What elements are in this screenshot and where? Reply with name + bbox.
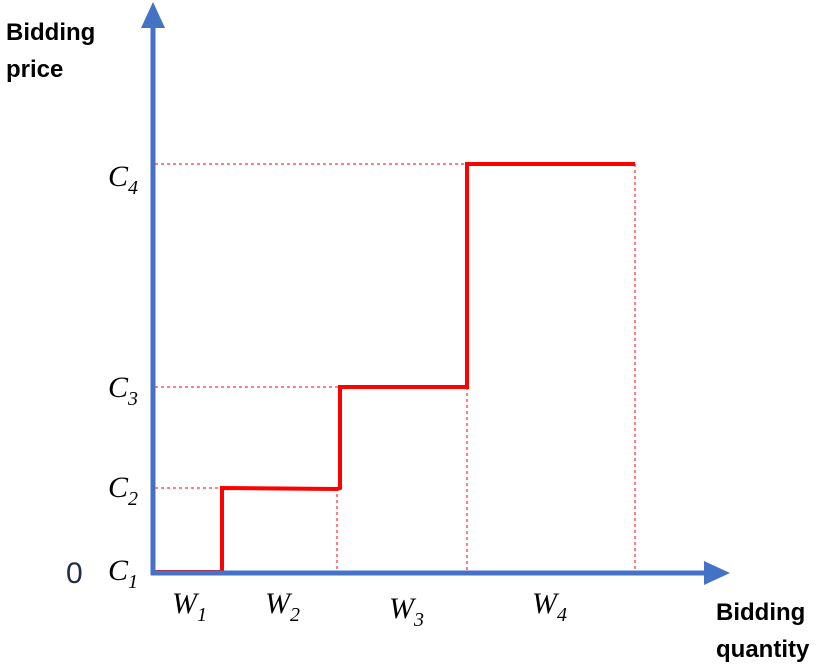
price-label-c1-sub: 1: [128, 571, 138, 593]
origin-label: 0: [66, 557, 83, 590]
quantity-label-w2-sub: 2: [290, 604, 300, 626]
price-label-c4: C4: [108, 160, 138, 199]
price-label-c2-sub: 2: [128, 488, 138, 510]
y-axis-arrowhead: [141, 2, 165, 28]
quantity-label-w1-base: W: [172, 587, 200, 620]
quantity-label-w2-base: W: [265, 587, 293, 620]
x-axis-title-line1: Bidding: [716, 599, 805, 626]
price-label-c1: C1: [108, 554, 138, 593]
y-axis-title-line2: price: [6, 56, 63, 83]
quantity-label-w4-sub: 4: [557, 604, 567, 626]
quantity-label-w3-sub: 3: [413, 609, 424, 631]
bid-step-curve: [155, 162, 635, 574]
quantity-label-w4: W4: [532, 587, 567, 626]
price-label-c4-sub: 4: [128, 177, 138, 199]
quantity-label-w1: W1: [172, 587, 207, 626]
quantity-label-w1-sub: 1: [197, 604, 207, 626]
quantity-label-w3-base: W: [389, 592, 417, 625]
quantity-label-w3: W3: [389, 592, 424, 631]
price-label-c3-base: C: [108, 371, 129, 404]
price-label-c3: C3: [108, 371, 138, 410]
price-label-c1-base: C: [108, 554, 129, 587]
price-label-c2: C2: [108, 471, 138, 510]
price-label-c2-base: C: [108, 471, 129, 504]
guide-lines: [155, 163, 636, 572]
quantity-label-w2: W2: [265, 587, 300, 626]
axes: [141, 2, 730, 585]
price-label-c4-base: C: [108, 160, 129, 193]
price-label-c3-sub: 3: [127, 388, 138, 410]
x-axis-arrowhead: [704, 561, 730, 585]
x-axis-title-line2: quantity: [716, 636, 810, 663]
y-axis-title-line1: Bidding: [6, 19, 95, 46]
quantity-label-w4-base: W: [532, 587, 560, 620]
